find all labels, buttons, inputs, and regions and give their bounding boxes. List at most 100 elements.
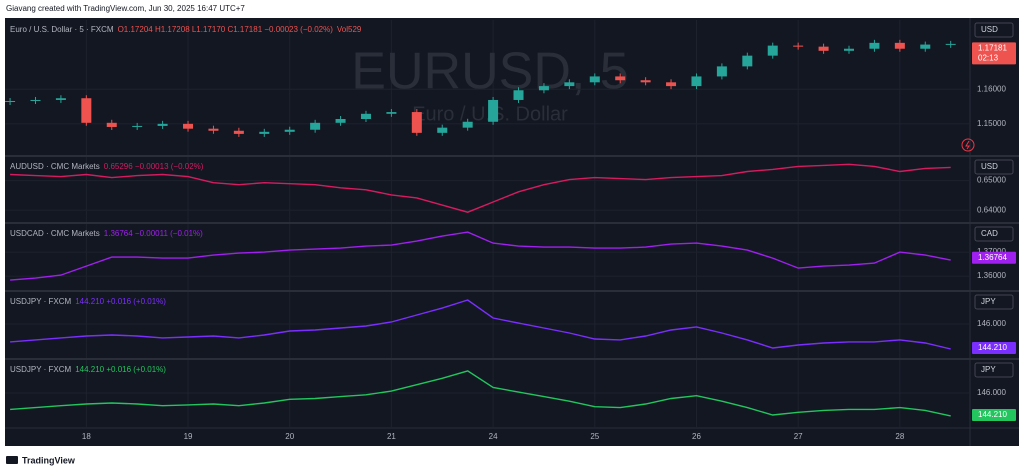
y-tick-label: 0.65000 <box>977 176 1006 185</box>
candle-body <box>157 123 168 126</box>
y-tick-label: 146.000 <box>977 319 1006 328</box>
candle-body <box>945 43 956 45</box>
candle-body <box>81 98 92 123</box>
watermark: EURUSD, 5 <box>351 43 628 101</box>
candle-body <box>691 76 702 87</box>
alert-icon[interactable] <box>961 138 975 152</box>
pane-legend: USDJPY · FXCM 144.210 +0.016 (+0.01%) <box>10 297 166 306</box>
candle-body <box>335 119 346 123</box>
y-tick-label: 1.37000 <box>977 247 1006 256</box>
price-tag <box>972 42 1016 65</box>
volume: Vol529 <box>337 25 362 34</box>
x-tick-label: 25 <box>590 432 599 441</box>
candle-body <box>310 122 321 130</box>
currency-button[interactable] <box>974 22 1014 38</box>
y-tick-label: 1.15000 <box>977 119 1006 128</box>
candle-body <box>869 42 880 49</box>
pane-legend: USDCAD · CMC Markets 1.36764 −0.00011 (−0… <box>10 229 203 238</box>
pane-legend: AUDUSD · CMC Markets 0.65296 −0.00013 (−0… <box>10 162 204 171</box>
series-title: USDCAD · CMC Markets <box>10 229 100 238</box>
currency-label: CAD <box>981 229 998 238</box>
candle-body <box>30 99 41 101</box>
series-legend: 1.36764 −0.00011 (−0.01%) <box>104 229 203 238</box>
x-tick-label: 20 <box>285 432 294 441</box>
candle-body <box>742 55 753 67</box>
y-tick-label: 0.64000 <box>977 205 1006 214</box>
series-legend: 144.210 +0.016 (+0.01%) <box>75 365 166 374</box>
candle-body <box>106 122 117 127</box>
series-legend: 144.210 +0.016 (+0.01%) <box>75 297 166 306</box>
currency-button[interactable] <box>974 159 1014 175</box>
pane-legend: USDJPY · FXCM 144.210 +0.016 (+0.01%) <box>10 365 166 374</box>
candle-body <box>666 82 677 87</box>
price-tag <box>972 408 1016 421</box>
currency-label: USD <box>981 25 998 34</box>
candle-body <box>615 76 626 81</box>
candle-body <box>640 80 651 83</box>
candle-body <box>360 113 371 119</box>
candle-body <box>462 121 473 128</box>
pane: 146.000 USDJPY · FXCM 144.210 +0.016 (+0.0… <box>5 362 1016 421</box>
y-tick-label: 1.36000 <box>977 271 1006 280</box>
candle-body <box>183 123 194 129</box>
candle-body <box>564 82 575 87</box>
candle-body <box>818 46 829 51</box>
series-title: Euro / U.S. Dollar · 5 · FXCM <box>10 25 114 34</box>
price-line <box>10 370 951 417</box>
candle-body <box>259 131 270 134</box>
price-tag-label: 1.17181 <box>978 43 1007 52</box>
price-line <box>10 299 951 350</box>
series-title: USDJPY · FXCM <box>10 365 72 374</box>
price-tag-label: 144.210 <box>978 343 1007 352</box>
candle-body <box>538 86 549 91</box>
logo: TradingView <box>6 455 76 465</box>
price-line <box>10 163 951 213</box>
candle-body <box>411 112 422 133</box>
candle-body <box>767 45 778 56</box>
footer: TradingView <box>22 455 76 465</box>
candle-body <box>920 44 931 49</box>
price-tag-label: 1.36764 <box>978 253 1007 262</box>
pane: 1.37000 1.36000 USDCAD · CMC Markets 1.3676… <box>5 226 1016 281</box>
candle-body <box>284 129 295 132</box>
pane: 146.000 USDJPY · FXCM 144.210 +0.016 (+0.0… <box>5 294 1016 354</box>
candle-body <box>488 99 499 122</box>
currency-button[interactable] <box>974 362 1014 378</box>
candle-body <box>844 48 855 51</box>
x-tick-label: 28 <box>895 432 904 441</box>
countdown: 02:13 <box>978 53 999 62</box>
candle-body <box>208 128 219 131</box>
y-tick-label: 146.000 <box>977 388 1006 397</box>
x-tick-label: 24 <box>489 432 498 441</box>
candle-body <box>716 66 727 77</box>
price-tag <box>972 251 1016 264</box>
candle-body <box>793 45 804 47</box>
price-tag-label: 144.210 <box>978 410 1007 419</box>
x-tick-label: 21 <box>387 432 396 441</box>
currency-button[interactable] <box>974 294 1014 310</box>
series-legend: 0.65296 −0.00013 (−0.02%) <box>104 162 204 171</box>
series-title: USDJPY · FXCM <box>10 297 72 306</box>
price-line <box>10 231 951 281</box>
candle-body <box>5 101 16 102</box>
candle-body <box>132 125 143 127</box>
candle-body <box>55 98 66 100</box>
series-title: AUDUSD · CMC Markets <box>10 162 100 171</box>
candle-body <box>386 112 397 114</box>
price-tag <box>972 341 1016 354</box>
pane: 0.65000 0.64000 AUDUSD · CMC Markets 0.6529… <box>5 159 1014 214</box>
candle-body <box>589 76 600 83</box>
currency-button[interactable] <box>974 226 1014 242</box>
currency-label: JPY <box>981 297 996 306</box>
series-legend: O1.17204 H1.17208 L1.17170 C1.17181 −0.0… <box>118 25 334 34</box>
currency-label: JPY <box>981 365 996 374</box>
header: Giavang created with TradingView.com, Ju… <box>6 4 245 13</box>
y-tick-label: 1.16000 <box>977 84 1006 93</box>
currency-label: USD <box>981 162 998 171</box>
x-tick-label: 19 <box>184 432 193 441</box>
candle-body <box>894 42 905 49</box>
x-tick-label: 18 <box>82 432 91 441</box>
